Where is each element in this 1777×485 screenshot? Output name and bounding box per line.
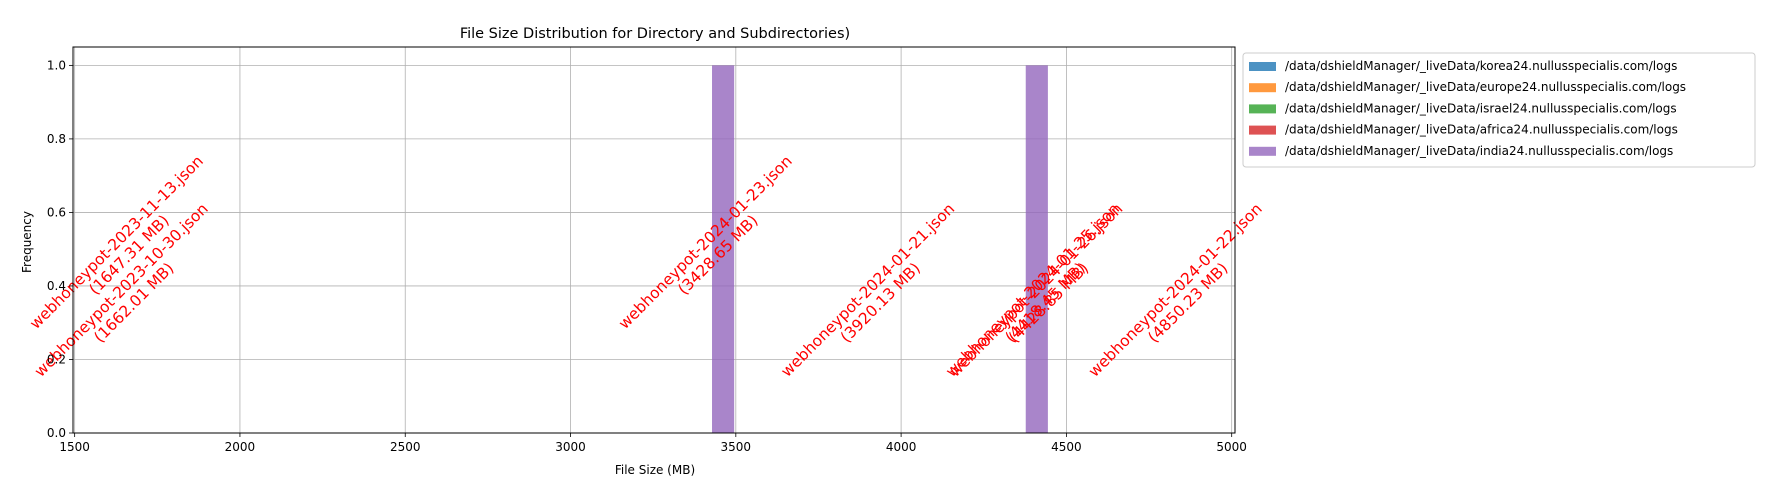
x-tick-label: 1500: [59, 440, 90, 454]
x-axis-label: File Size (MB): [615, 463, 695, 477]
y-tick-label: 1.0: [47, 58, 66, 72]
grid: [73, 47, 1235, 434]
legend-frame: [1242, 52, 1756, 168]
legend-entry: /data/dshieldManager/_liveData/africa24.…: [1285, 123, 1678, 137]
x-tick-label: 4000: [886, 440, 917, 454]
histogram-bar: [1025, 65, 1048, 433]
y-axis-ticks: 0.0 0.2 0.4 0.6 0.8 1.0: [47, 58, 73, 440]
annotation-filename: webhoneypot-2024-01-21.json: [778, 200, 959, 381]
x-tick-label: 3000: [555, 440, 586, 454]
x-tick-label: 2500: [390, 440, 421, 454]
legend-entry: /data/dshieldManager/_liveData/israel24.…: [1285, 101, 1677, 115]
legend-entry: /data/dshieldManager/_liveData/korea24.n…: [1285, 59, 1677, 73]
histogram-bar: [712, 65, 735, 433]
legend-swatch: [1249, 62, 1276, 71]
x-tick-label: 2000: [225, 440, 256, 454]
plot-frame: [72, 46, 1236, 434]
x-tick-label: 5000: [1216, 440, 1247, 454]
legend-swatch: [1249, 83, 1276, 93]
y-tick-label: 0.0: [47, 426, 66, 440]
y-tick-label: 0.6: [47, 205, 66, 219]
x-tick-label: 4500: [1051, 440, 1082, 454]
histogram-bars: [712, 65, 1048, 433]
legend: /data/dshieldManager/_liveData/korea24.n…: [1242, 52, 1756, 168]
legend-entry: /data/dshieldManager/_liveData/india24.n…: [1285, 144, 1673, 158]
x-axis-ticks: 1500 2000 2500 3000 3500 4000 4500 5000: [59, 433, 1247, 454]
y-axis-label: Frequency: [20, 211, 34, 273]
file-annotation: webhoneypot-2024-01-22.json(4850.23 MB): [1085, 200, 1278, 393]
y-tick-label: 0.4: [47, 279, 66, 293]
chart-title: File Size Distribution for Directory and…: [460, 26, 850, 42]
annotation-filename: webhoneypot-2024-01-23.json: [615, 152, 796, 333]
legend-swatch: [1249, 125, 1276, 135]
legend-swatch: [1249, 104, 1276, 114]
x-tick-label: 3500: [721, 440, 752, 454]
file-annotation: webhoneypot-2024-01-23.json(3428.65 MB): [615, 152, 808, 345]
legend-entry: /data/dshieldManager/_liveData/europe24.…: [1285, 80, 1686, 94]
annotation-filename: webhoneypot-2024-01-22.json: [1085, 200, 1266, 381]
y-tick-label: 0.8: [47, 132, 66, 146]
file-annotation: webhoneypot-2024-01-21.json(3920.13 MB): [778, 200, 971, 393]
legend-swatch: [1249, 146, 1276, 156]
y-tick-label: 0.2: [47, 352, 66, 366]
annotations: webhoneypot-2023-11-13.json(1647.31 MB)w…: [26, 152, 1278, 393]
